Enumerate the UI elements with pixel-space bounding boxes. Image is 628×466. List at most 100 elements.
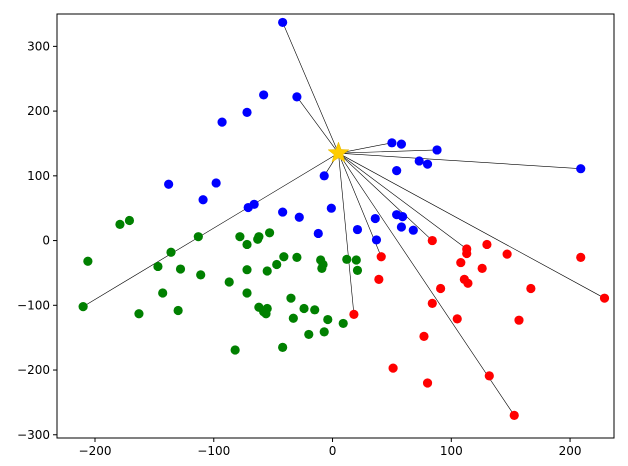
data-point bbox=[342, 254, 352, 264]
data-point bbox=[304, 329, 314, 340]
data-point bbox=[370, 213, 380, 224]
data-point bbox=[279, 252, 289, 262]
data-point bbox=[319, 171, 329, 181]
data-point bbox=[326, 203, 336, 213]
data-point bbox=[526, 283, 536, 294]
data-point bbox=[477, 263, 487, 273]
y-tick-label: 100 bbox=[27, 169, 50, 183]
data-point bbox=[319, 327, 329, 337]
y-tick-label: −300 bbox=[17, 428, 50, 442]
data-point bbox=[211, 178, 221, 188]
y-tick-label: −200 bbox=[17, 363, 50, 377]
data-point bbox=[396, 222, 407, 232]
data-point bbox=[292, 252, 302, 262]
data-point bbox=[310, 305, 320, 315]
data-point bbox=[78, 301, 88, 312]
data-point bbox=[387, 138, 397, 148]
data-point bbox=[164, 179, 174, 189]
data-point bbox=[278, 17, 288, 28]
data-point bbox=[134, 309, 144, 319]
connector-line bbox=[338, 152, 581, 170]
center-marker bbox=[327, 141, 350, 163]
data-point bbox=[323, 314, 333, 325]
data-point bbox=[456, 257, 466, 268]
data-point bbox=[392, 166, 402, 176]
data-point bbox=[158, 288, 168, 298]
data-point bbox=[388, 363, 398, 373]
data-point bbox=[173, 305, 183, 316]
data-point bbox=[349, 309, 359, 319]
data-point bbox=[299, 303, 309, 314]
x-tick-label: 100 bbox=[440, 444, 463, 458]
data-point bbox=[371, 235, 382, 245]
data-point bbox=[376, 252, 386, 262]
data-point bbox=[264, 228, 275, 238]
data-point bbox=[153, 261, 163, 272]
data-point bbox=[235, 232, 245, 242]
data-point bbox=[352, 265, 363, 275]
data-point bbox=[463, 278, 473, 288]
data-point bbox=[408, 225, 418, 235]
plot-frame bbox=[56, 13, 615, 439]
data-point bbox=[482, 239, 492, 250]
data-point bbox=[217, 117, 227, 127]
connector-line bbox=[82, 152, 339, 307]
y-tick-label: 200 bbox=[27, 104, 50, 118]
data-point bbox=[462, 248, 472, 259]
data-point bbox=[414, 156, 424, 166]
connector-line bbox=[338, 149, 438, 154]
data-point bbox=[422, 378, 433, 388]
data-points bbox=[78, 17, 610, 420]
data-point bbox=[422, 159, 433, 169]
x-tick-label: 200 bbox=[559, 444, 582, 458]
connector-line bbox=[282, 22, 339, 154]
data-point bbox=[514, 315, 524, 325]
data-point bbox=[254, 232, 264, 242]
data-point bbox=[452, 314, 462, 324]
axes: −200 −100 0 100 200 −300 −200 −100 0 100 200 300 bbox=[17, 39, 581, 458]
data-point bbox=[509, 410, 519, 420]
y-tick-label: −100 bbox=[17, 298, 50, 312]
data-point bbox=[436, 283, 446, 294]
data-point bbox=[288, 313, 298, 323]
data-point bbox=[272, 259, 282, 270]
data-point bbox=[427, 298, 437, 308]
data-point bbox=[352, 224, 363, 235]
data-point bbox=[259, 307, 269, 317]
connector-lines bbox=[82, 22, 605, 416]
data-point bbox=[243, 202, 253, 213]
data-point bbox=[198, 195, 208, 205]
x-tick-label: −200 bbox=[79, 444, 112, 458]
data-point bbox=[83, 256, 93, 266]
data-point bbox=[286, 293, 296, 303]
data-point bbox=[242, 107, 252, 117]
y-tick-label: 0 bbox=[42, 234, 50, 248]
data-point bbox=[259, 90, 269, 100]
data-point bbox=[278, 342, 288, 352]
connector-line bbox=[338, 153, 515, 416]
data-point bbox=[502, 249, 512, 259]
data-point bbox=[576, 164, 586, 174]
data-point bbox=[193, 232, 203, 242]
data-point bbox=[599, 293, 610, 303]
data-point bbox=[576, 252, 586, 262]
data-point bbox=[484, 371, 494, 381]
data-point bbox=[419, 331, 429, 341]
connector-line bbox=[338, 152, 433, 241]
connector-line bbox=[338, 152, 605, 299]
data-point bbox=[317, 263, 327, 273]
x-tick-label: −100 bbox=[197, 444, 230, 458]
data-point bbox=[427, 235, 437, 246]
data-point bbox=[115, 219, 125, 229]
data-point bbox=[262, 266, 272, 276]
data-point bbox=[294, 212, 304, 222]
data-point bbox=[432, 145, 442, 155]
data-point bbox=[175, 264, 186, 274]
data-point bbox=[374, 274, 384, 285]
center-star-icon bbox=[327, 141, 350, 163]
data-point bbox=[338, 318, 348, 329]
connector-line bbox=[338, 152, 467, 250]
data-point bbox=[196, 270, 206, 280]
data-point bbox=[242, 265, 252, 275]
